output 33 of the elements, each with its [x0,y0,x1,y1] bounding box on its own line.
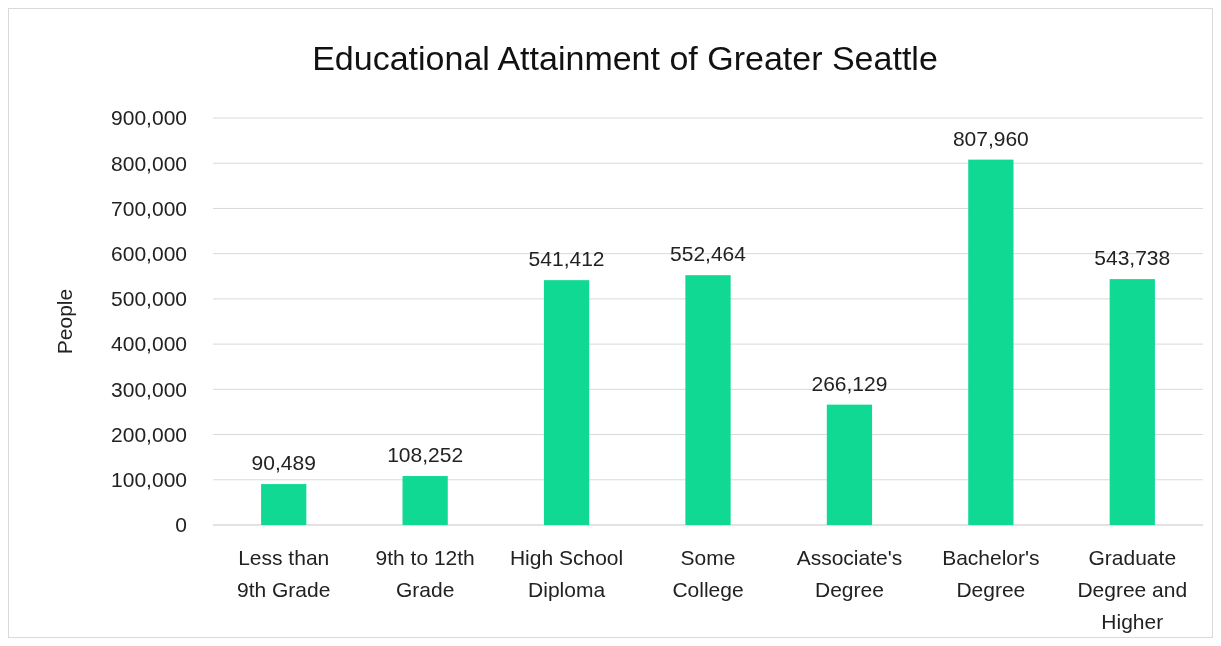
data-label: 543,738 [1094,246,1171,270]
x-tick-label: Associate's Degree [796,546,903,601]
y-tick-label: 400,000 [111,332,187,356]
y-tick-label: 700,000 [111,196,187,220]
x-tick-label: Less than 9th Grade [237,546,331,601]
data-label: 90,489 [251,451,316,475]
y-tick-label: 300,000 [111,377,187,401]
data-label: 541,412 [528,247,605,271]
y-tick-label: 200,000 [111,422,187,446]
bar [402,476,448,525]
data-label: 807,960 [952,126,1029,150]
chart-title: Educational Attainment of Greater Seattle [312,39,938,77]
y-tick-label: 0 [175,513,187,537]
bar [543,280,590,525]
bar [685,275,731,525]
y-axis-title: People [53,288,76,355]
y-tick-label: 500,000 [111,287,187,311]
y-tick-label: 800,000 [111,151,187,175]
bar [968,159,1014,525]
y-tick-label: 100,000 [111,468,187,492]
data-label: 552,464 [670,242,747,266]
x-tick-label: Bachelor's Degree [942,546,1040,601]
bar [1109,279,1155,525]
x-tick-label: Some College [672,546,744,601]
x-tick-label: 9th to 12th Grade [375,546,475,601]
y-tick-label: 600,000 [111,242,187,266]
x-tick-label: Graduate Degree and Higher [1077,546,1188,633]
data-label: 266,129 [811,371,888,395]
y-tick-label: 900,000 [111,106,187,130]
bar [261,484,307,525]
x-tick-label: High School Diploma [509,546,624,601]
data-label: 108,252 [387,443,464,467]
bar [826,404,873,525]
